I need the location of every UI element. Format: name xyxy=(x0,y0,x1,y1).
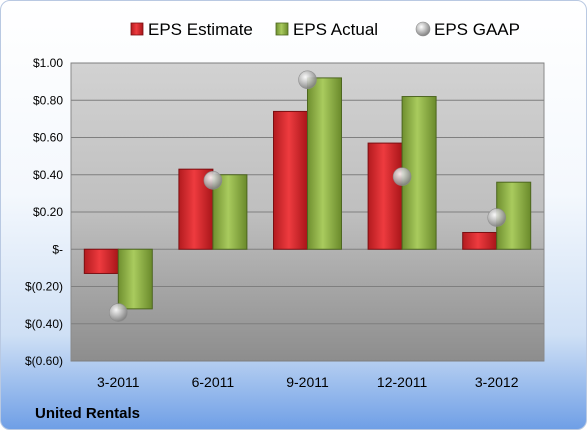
bar-eps-estimate xyxy=(462,231,498,250)
legend-swatch-eps-actual xyxy=(275,22,289,36)
bar-eps-actual xyxy=(307,77,342,250)
y-tick-label: $0.20 xyxy=(33,205,63,219)
point-eps-gaap xyxy=(109,303,128,322)
bar-eps-estimate xyxy=(367,142,403,250)
x-tick-label: 12-2011 xyxy=(377,374,428,390)
y-tick-label: $0.40 xyxy=(33,168,63,182)
y-tick-label: $(0.40) xyxy=(25,317,63,331)
bar-eps-estimate xyxy=(83,248,119,274)
y-tick-label: $0.60 xyxy=(33,131,63,145)
x-tick-label: 3-2012 xyxy=(475,374,519,390)
legend-label: EPS Actual xyxy=(293,20,378,39)
y-tick-label: $- xyxy=(52,242,63,256)
bar-eps-actual xyxy=(117,248,153,310)
legend-label: EPS Estimate xyxy=(148,20,253,39)
y-tick-label: $1.00 xyxy=(33,56,63,70)
bar-eps-estimate xyxy=(273,110,308,250)
point-eps-gaap xyxy=(203,171,223,190)
legend-label: EPS GAAP xyxy=(434,20,520,39)
point-eps-gaap xyxy=(392,167,412,186)
legend-swatch-eps-gaap xyxy=(415,21,431,37)
legend: EPS Estimate EPS Actual EPS GAAP xyxy=(130,20,520,39)
y-tick-label: $(0.60) xyxy=(25,354,63,368)
x-tick-label: 9-2011 xyxy=(286,374,329,390)
y-tick-label: $(0.20) xyxy=(25,280,63,294)
legend-swatch-eps-estimate xyxy=(130,22,144,36)
company-label: United Rentals xyxy=(35,405,140,422)
x-tick-label: 3-2011 xyxy=(97,374,140,390)
x-tick-label: 6-2011 xyxy=(192,374,235,390)
y-tick-label: $0.80 xyxy=(33,93,63,107)
point-eps-gaap xyxy=(298,70,317,90)
point-eps-gaap xyxy=(487,208,507,227)
